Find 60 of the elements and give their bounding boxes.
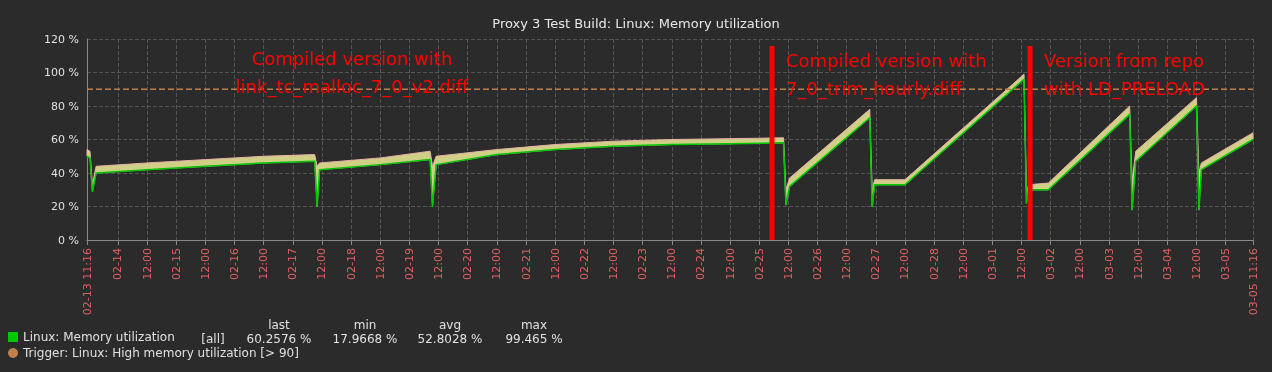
x-tick-label: 12:00 [140, 248, 154, 280]
x-tick-label: 02-14 [111, 248, 125, 280]
text: last [268, 318, 291, 332]
x-tick-label: 12:00 [1073, 248, 1087, 280]
x-tick-label: 03-02 [1044, 248, 1058, 280]
x-tick-label: 12:00 [257, 248, 271, 280]
x-tick-label: 02-18 [344, 248, 358, 280]
x-tick-label: 02-28 [927, 248, 941, 280]
x-tick-label: 02-23 [636, 248, 650, 280]
x-tick-label: 12:00 [665, 248, 679, 280]
x-tick-label: 02-19 [402, 248, 416, 280]
y-tick-label: 100 % [44, 66, 79, 79]
text: [all] [201, 332, 225, 346]
y-tick-label: 20 % [51, 200, 79, 213]
x-tick-label: 02-16 [228, 248, 242, 280]
x-tick-label: 02-20 [461, 248, 475, 280]
x-tick-label: 02-17 [286, 248, 300, 280]
x-tick-label: 12:00 [548, 248, 562, 280]
y-tick-label: 80 % [51, 99, 79, 113]
x-tick-label: 12:00 [1189, 248, 1203, 280]
y-tick-label: 40 % [51, 166, 79, 180]
x-tick-label: 03-05 [1219, 248, 1233, 280]
x-tick-label: 12:00 [898, 248, 912, 280]
text: 17.9668 % [332, 332, 398, 346]
x-tick-label: 02-21 [519, 248, 533, 280]
x-tick-label: 12:00 [373, 248, 387, 280]
legend-label: Trigger: Linux: High memory utilization [> 90] [22, 346, 299, 360]
x-tick-label: 12:00 [1015, 248, 1029, 280]
x-tick-label: 02-15 [169, 248, 183, 280]
chart-title: Proxy 3 Test Build: Linux: Memory utilization [492, 16, 780, 31]
x-tick-label: 12:00 [198, 248, 212, 280]
x-tick-label: 02-25 [752, 248, 766, 280]
x-tick-label: 12:00 [432, 248, 446, 280]
text: min [353, 318, 377, 332]
x-tick-label: 12:00 [781, 248, 795, 280]
x-tick-label: 12:00 [840, 248, 854, 280]
legend-label: Linux: Memory utilization [23, 330, 175, 344]
text: 52.8028 % [417, 332, 483, 346]
x-tick-label: 03-03 [1102, 248, 1116, 280]
x-tick-label: 12:00 [606, 248, 620, 280]
text: max [520, 318, 548, 332]
y-tick-label: 120 % [44, 32, 79, 46]
x-tick-label: 03-01 [985, 248, 999, 280]
y-tick-label: 0 % [58, 233, 79, 247]
x-tick-label: 03-05 11:16 [1246, 248, 1260, 316]
text: avg [438, 318, 462, 332]
x-tick-label: 02-24 [694, 248, 708, 280]
x-tick-label: 12:00 [956, 248, 970, 280]
x-tick-label: 12:00 [723, 248, 737, 280]
x-tick-label: 02-13 11:16 [80, 248, 94, 316]
text: 60.2576 % [246, 332, 312, 346]
x-tick-label: 12:00 [490, 248, 504, 280]
x-tick-label: 12:00 [315, 248, 329, 280]
text: 99.465 % [505, 332, 563, 346]
x-tick-label: 02-22 [577, 248, 591, 280]
y-tick-label: 60 % [51, 133, 79, 146]
x-tick-label: 12:00 [1131, 248, 1145, 280]
x-tick-label: 02-27 [869, 248, 883, 280]
x-tick-label: 03-04 [1160, 248, 1174, 280]
x-tick-label: 02-26 [811, 248, 825, 280]
